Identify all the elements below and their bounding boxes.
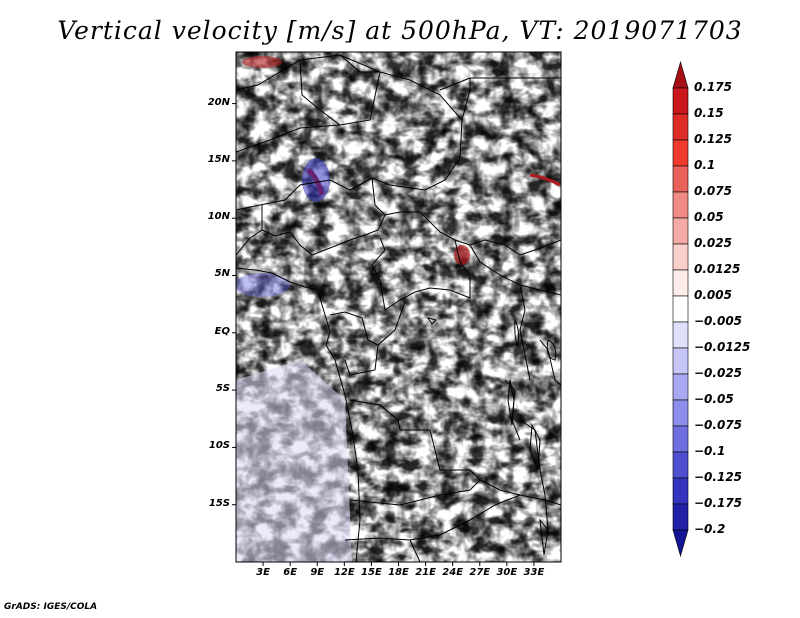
coastline	[236, 267, 361, 562]
colorbar-label: 0.1	[694, 158, 716, 172]
colorbar-arrow-bottom	[672, 529, 689, 558]
colorbar-label: −0.2	[694, 522, 726, 536]
lon-label: 3E	[256, 567, 270, 578]
lon-label: 15E	[361, 567, 382, 578]
colorbar-segment	[672, 113, 689, 141]
chart-title: Vertical velocity [m/s] at 500hPa, VT: 2…	[57, 16, 743, 45]
colorbar-segment	[672, 451, 689, 479]
lon-label: 6E	[283, 567, 298, 578]
north-ascent-feature	[242, 56, 282, 68]
lat-label: 15N	[207, 153, 230, 165]
colorbar-segment	[672, 269, 689, 297]
colorbar-label: −0.075	[694, 418, 743, 432]
lon-label: 30E	[496, 567, 518, 578]
lon-label: 27E	[469, 567, 491, 578]
southwest-calm-region	[236, 360, 352, 562]
colorbar-segment	[672, 477, 689, 505]
colorbar-segment	[672, 191, 689, 219]
lon-label: 33E	[523, 567, 545, 578]
colorbar-label: −0.05	[694, 392, 734, 406]
colorbar-label: −0.175	[694, 496, 743, 510]
colorbar-label: −0.0125	[694, 340, 751, 354]
colorbar	[672, 60, 689, 558]
colorbar-label: 0.125	[694, 132, 732, 146]
colorbar-segment	[672, 425, 689, 453]
colorbar-segment	[672, 295, 689, 323]
colorbar-segment	[672, 217, 689, 245]
colorbar-segment	[672, 243, 689, 271]
lat-label: 10N	[207, 211, 230, 223]
footer-credit: GrADS: IGES/COLA	[4, 602, 98, 612]
lat-label: 15S	[208, 497, 230, 509]
lat-label: 20N	[207, 96, 230, 108]
colorbar-label: −0.125	[694, 470, 743, 484]
lon-label: 21E	[415, 567, 436, 578]
central-ascent-feature	[454, 245, 470, 265]
colorbar-segment	[672, 347, 689, 375]
colorbar-segment	[672, 165, 689, 193]
colorbar-label: −0.005	[694, 314, 743, 328]
lat-label: EQ	[214, 325, 230, 337]
colorbar-label: 0.0125	[694, 262, 741, 276]
lakes	[426, 317, 557, 556]
lat-label: 5S	[215, 383, 230, 395]
colorbar-segment	[672, 373, 689, 401]
lon-label: 9E	[310, 567, 325, 578]
gulf-feature	[236, 273, 290, 297]
colorbar-label: −0.1	[694, 444, 726, 458]
colorbar-label: 0.005	[694, 288, 732, 302]
colorbar-segment	[672, 399, 689, 427]
lat-label: 10S	[208, 440, 230, 452]
colorbar-label: 0.15	[694, 106, 724, 120]
colorbar-label: 0.025	[694, 236, 732, 250]
colorbar-segment	[672, 87, 689, 115]
colorbar-segment	[672, 321, 689, 349]
colorbar-arrow-top	[672, 60, 689, 89]
colorbar-label: −0.025	[694, 366, 743, 380]
colorbar-segment	[672, 139, 689, 167]
lon-label: 12E	[333, 567, 355, 578]
axis-ticks	[232, 103, 535, 566]
lon-label: 24E	[442, 567, 464, 578]
velocity-field	[236, 52, 561, 562]
colorbar-label: 0.075	[694, 184, 732, 198]
east-ascent-feature	[529, 173, 561, 187]
strong-subsidence-feature	[302, 158, 330, 202]
colorbar-label: 0.05	[694, 210, 724, 224]
colorbar-label: 0.175	[694, 80, 732, 94]
lon-label: 18E	[388, 567, 409, 578]
lat-label: 5N	[214, 268, 230, 280]
colorbar-segment	[672, 503, 689, 531]
